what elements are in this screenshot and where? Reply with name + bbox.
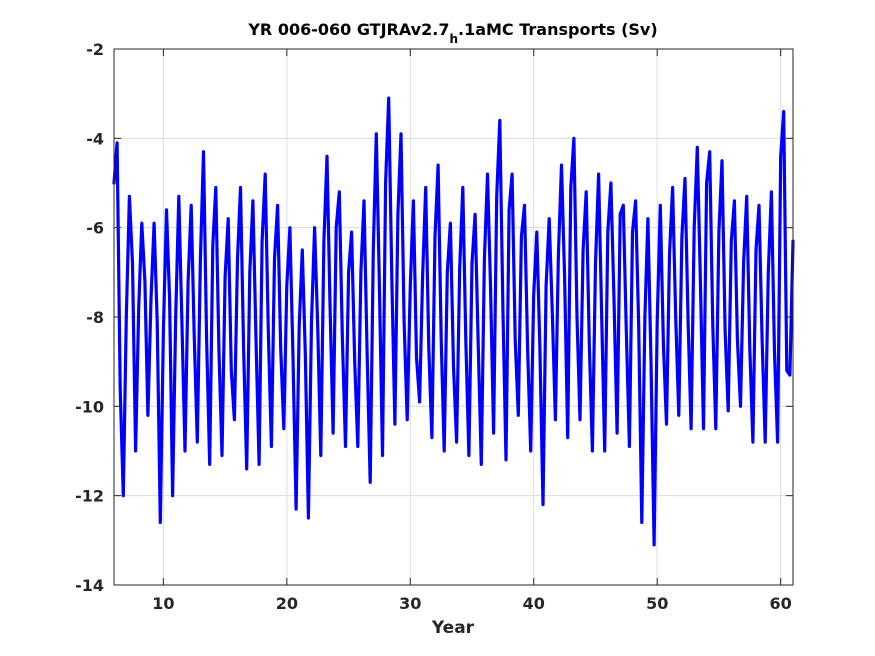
x-tick-label: 30: [399, 594, 421, 613]
chart-title-rest: .1aMC Transports (Sv): [458, 20, 658, 39]
chart-title-subscript: h: [449, 32, 458, 46]
y-tick-label: -10: [75, 397, 104, 416]
y-tick-label: -12: [75, 487, 104, 506]
series-line: [112, 96, 795, 547]
x-tick-label: 10: [152, 594, 174, 613]
y-tick-label: -14: [75, 576, 104, 595]
x-tick-label: 20: [276, 594, 298, 613]
x-tick-label: 40: [523, 594, 545, 613]
y-tick-label: -6: [86, 219, 104, 238]
x-tick-label: 60: [770, 594, 792, 613]
chart-title-main: YR 006-060 GTJRAv2.7: [247, 20, 449, 39]
y-tick-label: -2: [86, 40, 104, 59]
series-layer: [112, 96, 795, 547]
ticks: [114, 48, 793, 586]
y-tick-label: -4: [86, 129, 104, 148]
chart-title: YR 006-060 GTJRAv2.7h.1aMC Transports (S…: [247, 20, 657, 46]
x-axis-label: Year: [431, 618, 475, 638]
x-tick-label: 50: [646, 594, 668, 613]
tick-labels: 10 20 30 40 50 60 -14 -12 -10 -8 -6 -4 -2: [75, 40, 792, 613]
y-tick-label: -8: [86, 308, 104, 327]
